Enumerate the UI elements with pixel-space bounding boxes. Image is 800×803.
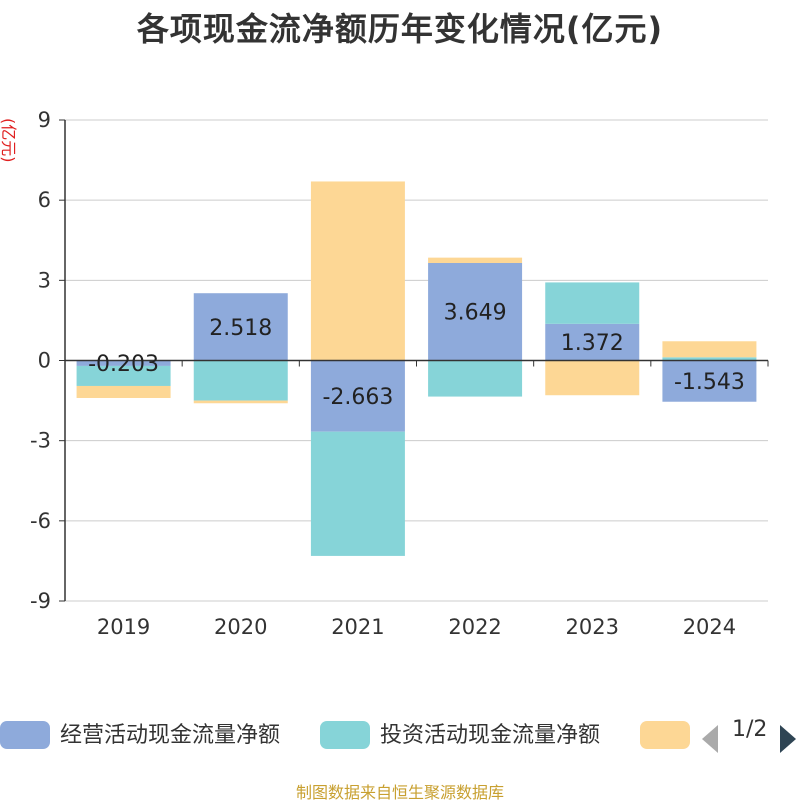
bar-financing-2019 [76,385,171,398]
bar-investing-2024 [662,357,757,361]
bar-financing-2021 [310,181,405,361]
x-tick-label: 2021 [331,615,384,639]
chart-title: 各项现金流净额历年变化情况(亿元) [136,10,664,48]
data-label-operating: -0.203 [88,352,159,377]
source-note: 制图数据来自恒生聚源数据库 [295,783,504,802]
data-label-operating: -2.663 [322,385,393,410]
bar-investing-2020 [193,360,288,401]
bar-operating-2024 [662,360,757,402]
data-label-operating: 1.372 [561,331,624,356]
x-tick-label: 2020 [214,615,267,639]
bar-investing-2022 [428,360,523,397]
legend-swatch-operating [0,721,50,749]
x-tick-label: 2023 [566,615,619,639]
data-label-operating: 3.649 [444,301,507,326]
bar-financing-2024 [662,341,757,358]
data-label-operating: 2.518 [209,316,272,341]
page-indicator: 1/2 [732,717,768,742]
legend-label-operating: 经营活动现金流量净额 [60,723,281,748]
page-next-icon[interactable] [780,725,796,753]
y-tick-label: 6 [38,188,51,212]
bar-operating-2023 [545,323,640,361]
bar-financing-2023 [545,360,640,396]
x-tick-label: 2019 [97,615,150,639]
chart-legend: 经营活动现金流量净额 投资活动现金流量净额 1/2 [0,713,800,753]
y-tick-label: -6 [30,509,51,533]
y-tick-label: 9 [38,108,51,132]
bar-operating-2020 [193,293,288,361]
x-tick-label: 2022 [448,615,501,639]
legend-label-investing: 投资活动现金流量净额 [380,723,601,748]
chart-plot: 9 6 3 0 -3 -6 -9 2019 2020 2021 2022 2023 2024 -0.203… [30,108,769,639]
y-tick-label: 0 [38,349,51,373]
legend-swatch-investing [320,721,370,749]
bar-financing-2022 [428,257,523,263]
y-tick-label: -3 [30,429,51,453]
bar-investing-2021 [310,431,405,556]
bar-operating-2021 [310,360,405,432]
legend-pager: 1/2 [700,717,800,757]
page-prev-icon[interactable] [702,725,718,753]
bar-operating-2022 [428,262,523,361]
bar-investing-2019 [76,365,171,386]
bar-operating-2019 [76,360,171,366]
bar-investing-2023 [545,282,640,324]
x-tick-label: 2024 [683,615,736,639]
data-label-operating: -1.543 [674,370,745,395]
y-tick-label: -9 [30,589,51,613]
y-tick-label: 3 [38,268,51,292]
bar-financing-2020 [193,400,288,404]
legend-swatch-financing [640,721,690,749]
